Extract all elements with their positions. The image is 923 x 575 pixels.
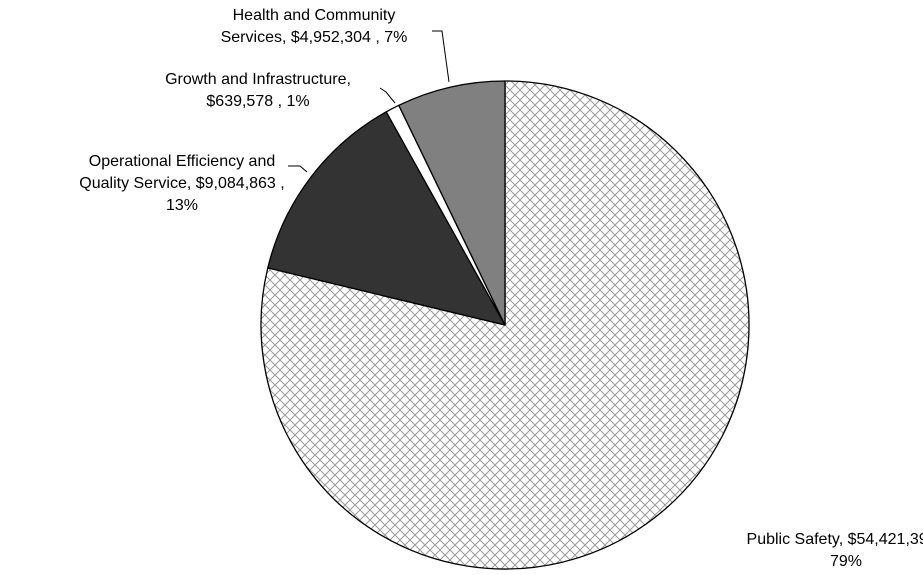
- slice-label-line: Operational Efficiency and: [89, 153, 275, 170]
- slice-label: Public Safety, $54,421,390 , 79%: [747, 531, 923, 570]
- slice-label: Operational Efficiency and Quality Servic…: [79, 153, 284, 214]
- pie-slice-health-and-community-services: [398, 80, 506, 326]
- slice-label-line: Quality Service, $9,084,863 ,: [79, 175, 284, 192]
- slice-label-line: $639,578 , 1%: [206, 93, 309, 110]
- leader-lines: [288, 30, 450, 173]
- slice-label-line: 79%: [830, 553, 862, 570]
- slice-label-line: Public Safety, $54,421,390 ,: [747, 531, 923, 548]
- leader-line: [379, 87, 396, 104]
- leader-line: [288, 165, 308, 173]
- slice-label: Growth and Infrastructure, $639,578 , 1%: [165, 71, 351, 110]
- leader-line: [432, 30, 450, 83]
- slice-label-line: Services, $4,952,304 , 7%: [221, 29, 408, 46]
- slice-label-line: Growth and Infrastructure,: [165, 71, 351, 88]
- slice-label-line: Health and Community: [233, 7, 396, 24]
- slice-label: Health and Community Services, $4,952,304…: [221, 7, 408, 46]
- pie-slices: [260, 80, 750, 570]
- slice-labels: Public Safety, $54,421,390 , 79% Operation…: [79, 7, 923, 570]
- slice-label-line: 13%: [166, 197, 198, 214]
- pie-slice-operational-efficiency-and-quality-service: [267, 111, 506, 326]
